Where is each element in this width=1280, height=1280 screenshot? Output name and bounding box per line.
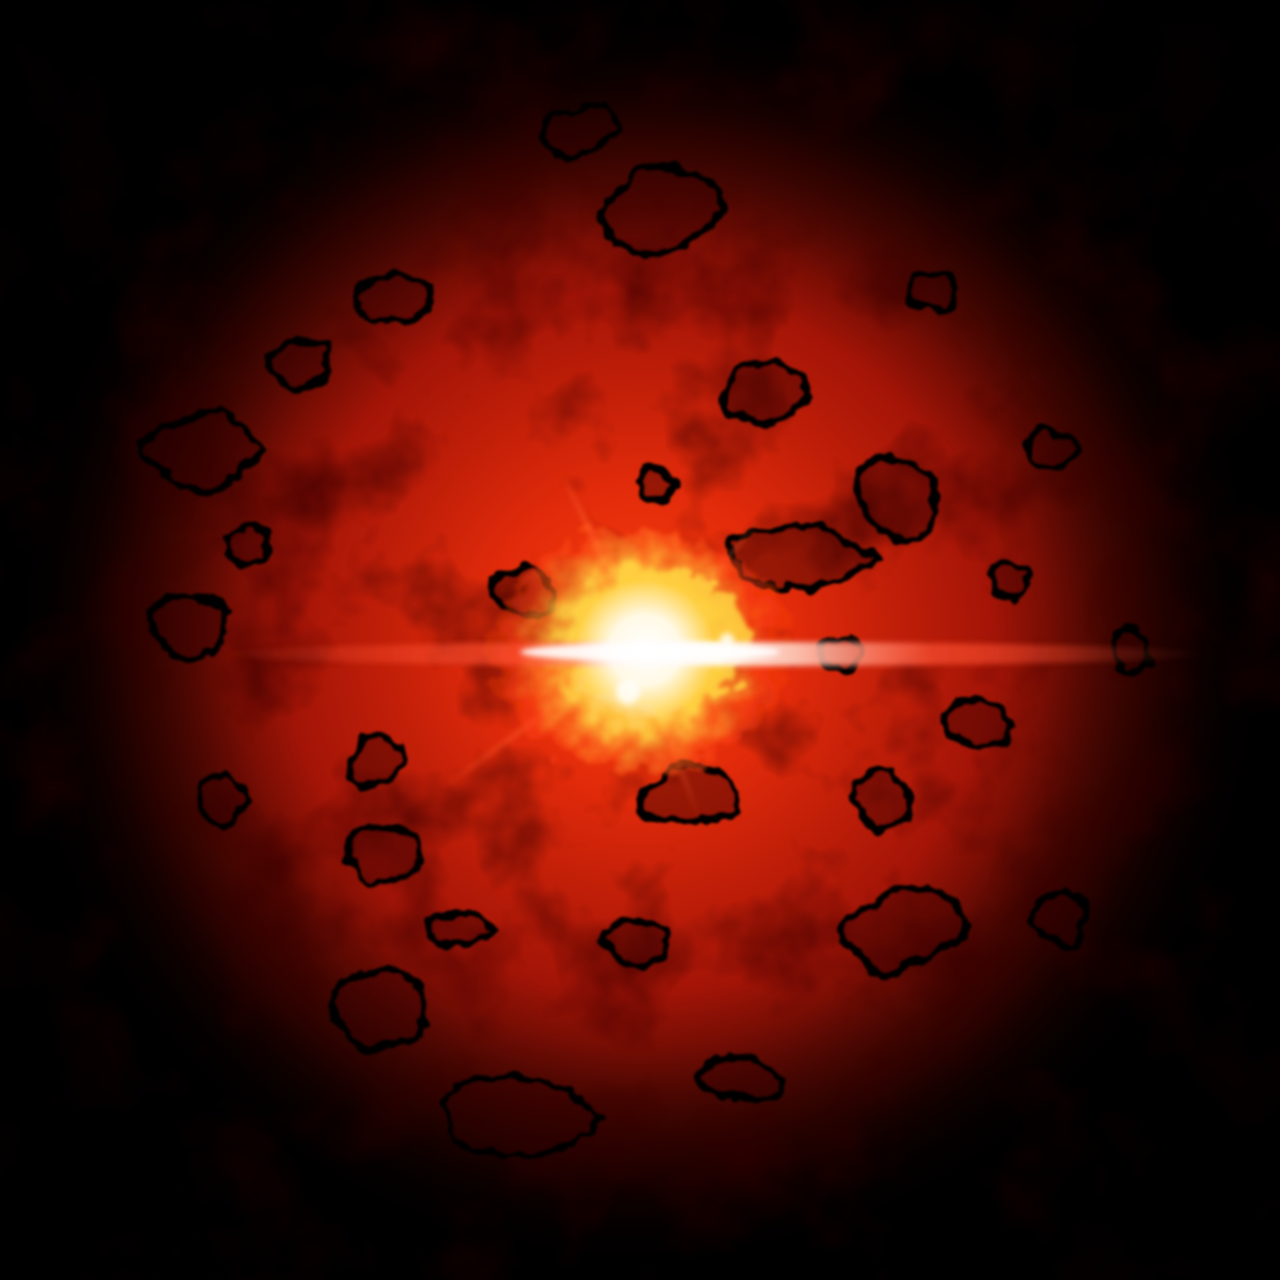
explosion-artwork [0, 0, 1280, 1280]
dark-vignette [0, 0, 1280, 1280]
explosion-scene [0, 0, 1280, 1280]
